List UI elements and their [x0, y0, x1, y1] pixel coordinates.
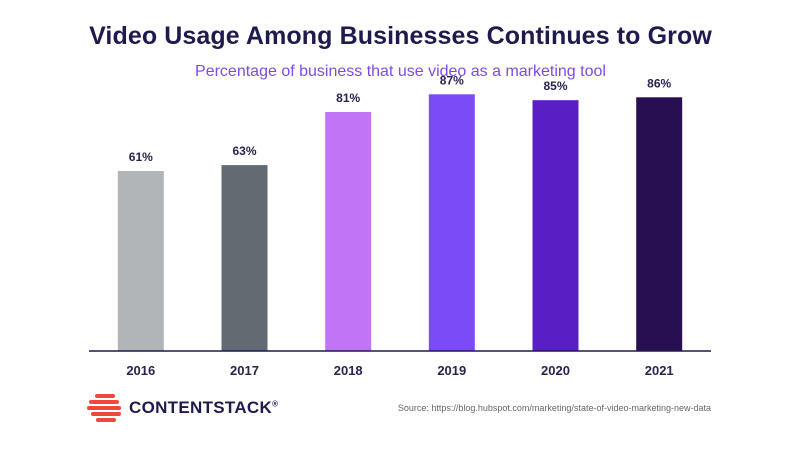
x-tick-label-2019: 2019 — [437, 363, 466, 378]
chart-title: Video Usage Among Businesses Continues t… — [89, 22, 712, 50]
bar-2021 — [636, 97, 683, 351]
bar-2019 — [428, 94, 475, 352]
bar-value-label-2018: 81% — [336, 91, 360, 105]
x-tick-label-2020: 2020 — [541, 363, 570, 378]
x-tick-labels-group: 2016 2017 2018 2019 2020 2021 — [126, 363, 673, 378]
bar-value-label-2020: 85% — [543, 79, 567, 93]
contentstack-stripes-icon — [87, 394, 121, 422]
bar-value-label-2017: 63% — [232, 144, 256, 158]
bar-2016 — [117, 171, 164, 351]
bar-2017 — [221, 165, 268, 351]
x-tick-label-2021: 2021 — [645, 363, 674, 378]
x-tick-label-2016: 2016 — [126, 363, 155, 378]
bar-2018 — [325, 112, 372, 351]
bar-2020 — [532, 100, 579, 351]
logo-wordmark: CONTENTSTACK® — [129, 398, 279, 417]
contentstack-logo: CONTENTSTACK® — [87, 393, 278, 423]
source-note: Source: https://blog.hubspot.com/marketi… — [397, 403, 711, 413]
bars-group: 61% 63% 81% 87% 85% 86% — [117, 73, 683, 352]
bar-value-label-2019: 87% — [440, 73, 464, 87]
bar-value-label-2016: 61% — [129, 150, 153, 164]
bar-value-label-2021: 86% — [647, 76, 671, 90]
x-tick-label-2017: 2017 — [230, 363, 259, 378]
chart-subtitle: Percentage of business that use video as… — [195, 63, 606, 80]
x-tick-label-2018: 2018 — [334, 363, 363, 378]
